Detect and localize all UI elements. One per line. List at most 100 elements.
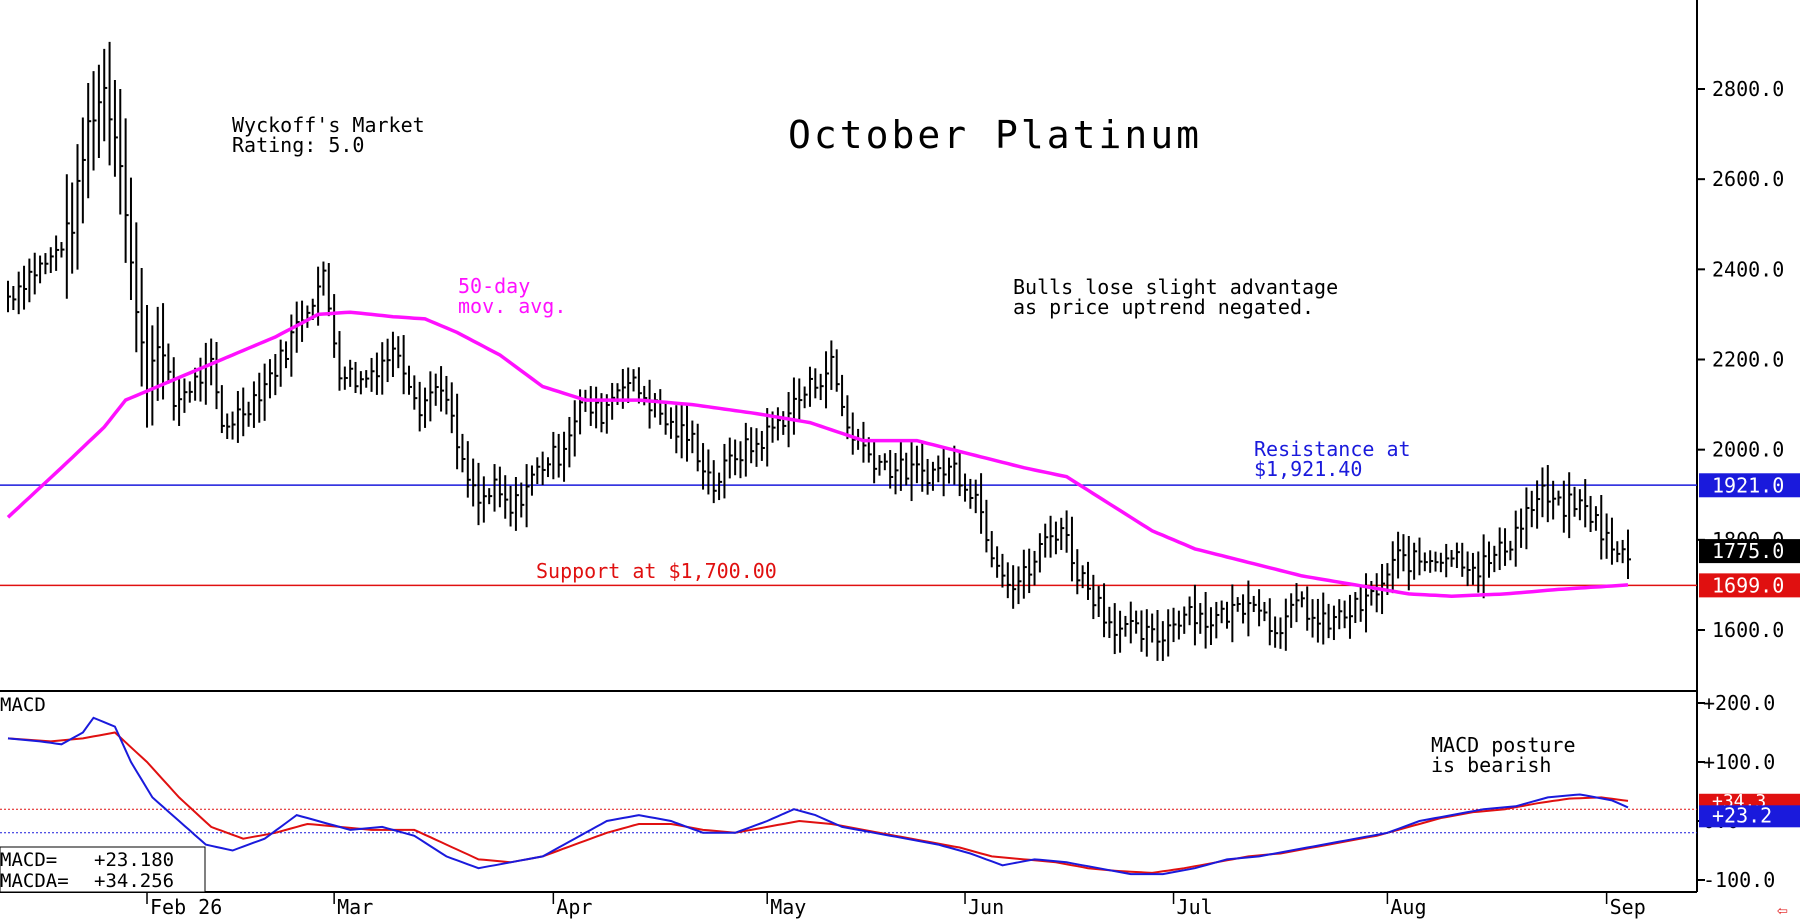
ohlc-bar bbox=[349, 359, 354, 387]
ohlc-bar bbox=[1220, 600, 1225, 624]
ohlc-bar bbox=[873, 439, 878, 484]
ohlc-bar bbox=[1316, 598, 1321, 643]
ohlc-bar bbox=[937, 455, 942, 483]
ohlc-bar bbox=[1247, 580, 1252, 637]
ohlc-bar bbox=[621, 368, 626, 409]
ohlc-bar bbox=[359, 371, 364, 395]
ohlc-bar bbox=[1471, 552, 1476, 585]
commentary-line-1: Bulls lose slight advantage bbox=[1013, 275, 1338, 299]
ohlc-bar bbox=[1006, 562, 1011, 599]
ohlc-bar bbox=[258, 372, 263, 423]
ohlc-bar bbox=[739, 441, 744, 479]
ohlc-bar bbox=[589, 386, 594, 426]
ohlc-bar bbox=[1151, 613, 1156, 643]
ohlc-bar bbox=[236, 391, 241, 443]
ma-label-line-2: mov. avg. bbox=[458, 294, 566, 318]
ohlc-bar bbox=[1375, 573, 1380, 613]
macd-note-line-1: MACD posture bbox=[1431, 733, 1576, 757]
ohlc-bar bbox=[1001, 553, 1006, 588]
macda-line bbox=[7, 731, 1629, 874]
ohlc-bar bbox=[1445, 543, 1450, 578]
x-tick-label: Apr bbox=[556, 895, 592, 919]
ohlc-bar bbox=[242, 387, 247, 437]
ohlc-bar bbox=[1274, 616, 1279, 648]
macd-value-tag bbox=[1699, 805, 1800, 828]
ohlc-bar bbox=[760, 430, 765, 461]
ohlc-bar bbox=[140, 267, 145, 387]
x-tick-label: Jun bbox=[968, 895, 1004, 919]
commentary-line-2: as price uptrend negated. bbox=[1013, 295, 1314, 319]
ohlc-bar bbox=[1311, 599, 1316, 638]
ohlc-bar bbox=[381, 342, 386, 395]
ohlc-bar bbox=[1370, 581, 1375, 606]
ohlc-bar bbox=[1584, 479, 1589, 528]
ohlc-bar bbox=[1616, 541, 1621, 563]
ohlc-bar bbox=[1359, 587, 1364, 622]
ohlc-bar bbox=[883, 453, 888, 471]
ohlc-bar bbox=[557, 433, 562, 478]
ohlc-bar bbox=[1450, 550, 1455, 567]
macda-readout-label: MACDA= bbox=[0, 870, 69, 892]
x-tick-label: Jul bbox=[1177, 895, 1213, 919]
ohlc-bar bbox=[1193, 584, 1198, 646]
price-tag-label: 1921.0 bbox=[1712, 473, 1784, 497]
ohlc-bar bbox=[766, 408, 771, 467]
ohlc-bar bbox=[129, 177, 134, 301]
ohlc-bar bbox=[1252, 595, 1257, 613]
ohlc-bar bbox=[1076, 549, 1081, 595]
ohlc-bar bbox=[1493, 545, 1498, 573]
ohlc-bar bbox=[407, 365, 412, 395]
ohlc-bar bbox=[851, 412, 856, 455]
ohlc-bar bbox=[1504, 528, 1509, 566]
ohlc-bar bbox=[1038, 533, 1043, 573]
ohlc-bar bbox=[755, 428, 760, 467]
ohlc-bar bbox=[718, 472, 723, 501]
ohlc-bar bbox=[1365, 573, 1370, 633]
ohlc-bar bbox=[76, 144, 81, 270]
price-tag-box bbox=[1699, 473, 1800, 498]
ohlc-bar bbox=[92, 71, 97, 171]
ohlc-bar bbox=[1397, 531, 1402, 579]
ohlc-bar bbox=[1268, 598, 1273, 646]
ohlc-bar bbox=[391, 331, 396, 377]
ohlc-bar bbox=[980, 473, 985, 534]
ohlc-bar bbox=[354, 361, 359, 393]
ohlc-bar bbox=[1129, 601, 1134, 644]
ohlc-bar bbox=[231, 411, 236, 440]
ohlc-bar bbox=[750, 427, 755, 464]
price-tick-label: 1600.0 bbox=[1712, 618, 1784, 642]
ohlc-bar bbox=[23, 265, 28, 310]
ohlc-bar bbox=[1119, 610, 1124, 653]
ohlc-bar bbox=[135, 222, 140, 353]
ohlc-bar bbox=[1060, 517, 1065, 550]
ohlc-bar bbox=[1514, 510, 1519, 567]
ohlc-bar bbox=[899, 439, 904, 491]
ohlc-bar bbox=[1012, 565, 1017, 609]
ohlc-bar bbox=[686, 403, 691, 462]
ohlc-bar bbox=[55, 235, 60, 271]
ohlc-bar bbox=[1610, 517, 1615, 565]
ohlc-bar bbox=[1183, 606, 1188, 634]
ohlc-bar bbox=[226, 413, 231, 439]
ohlc-bar bbox=[889, 450, 894, 489]
ohlc-bar bbox=[1338, 599, 1343, 630]
ohlc-bar bbox=[194, 367, 199, 401]
ohlc-bar bbox=[1028, 548, 1033, 594]
ohlc-bar bbox=[343, 366, 348, 390]
ohlc-bar bbox=[504, 475, 509, 519]
scroll-left-arrow-icon[interactable]: ⇦ bbox=[1777, 900, 1788, 921]
ohlc-bar bbox=[1135, 610, 1140, 634]
resistance-label-line-1: Resistance at bbox=[1254, 437, 1411, 461]
ohlc-bar bbox=[424, 387, 429, 428]
ohlc-bar bbox=[333, 294, 338, 358]
ohlc-bar bbox=[1103, 583, 1108, 638]
resistance-label-line-2: $1,921.40 bbox=[1254, 457, 1362, 481]
ohlc-bar bbox=[637, 367, 642, 404]
ohlc-bar bbox=[958, 452, 963, 497]
ohlc-bar bbox=[274, 354, 279, 396]
price-tick-label: 2000.0 bbox=[1712, 438, 1784, 462]
ohlc-bar bbox=[835, 349, 840, 392]
ohlc-bar bbox=[926, 458, 931, 495]
ohlc-bar bbox=[285, 341, 290, 369]
